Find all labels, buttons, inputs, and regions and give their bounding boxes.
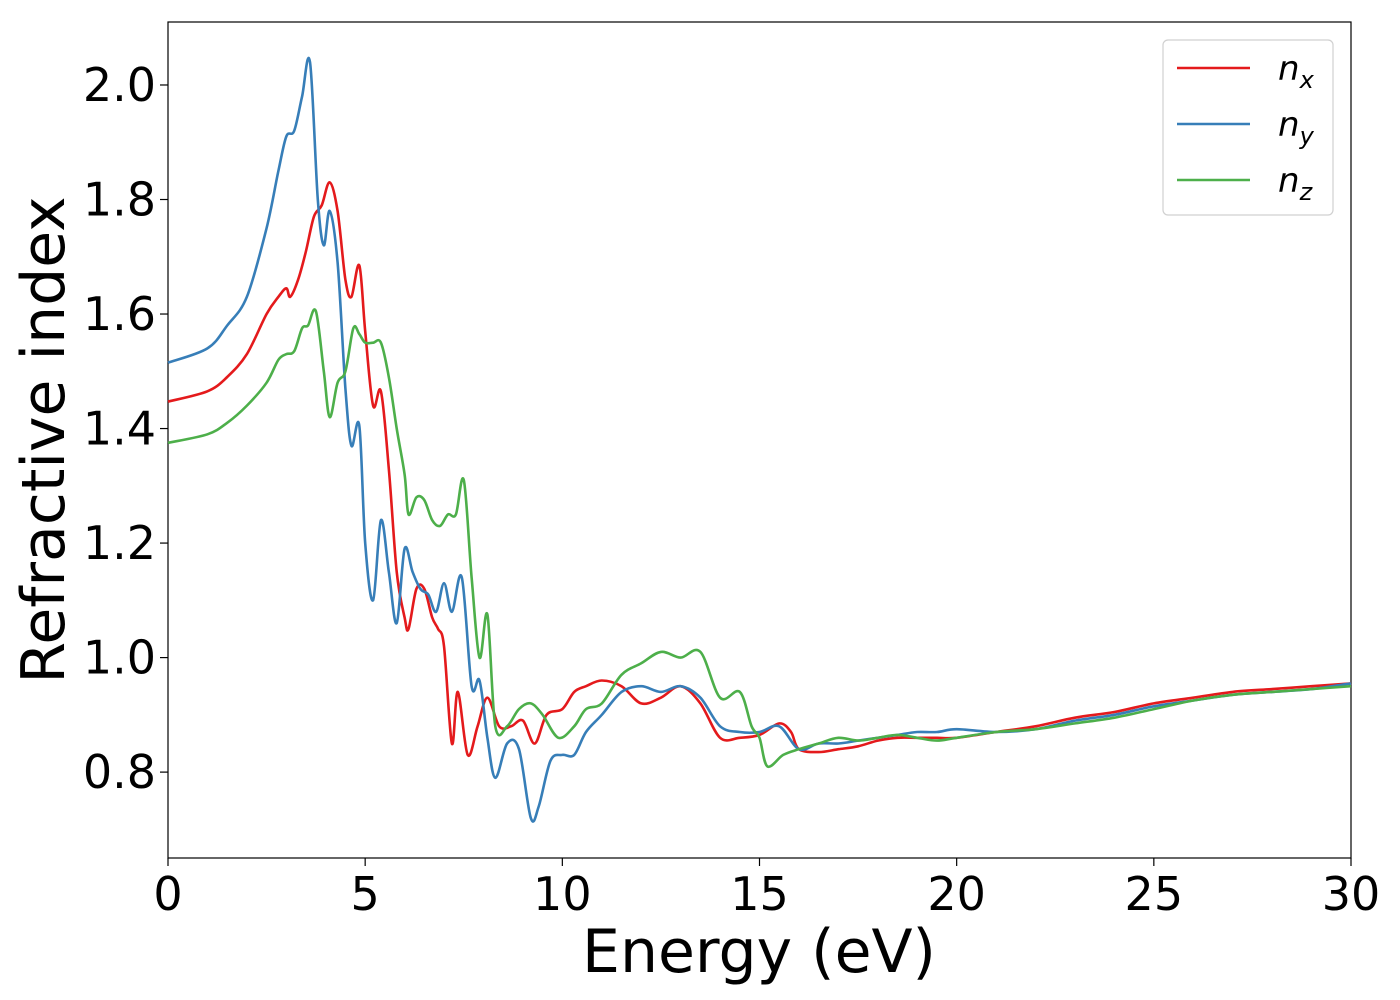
x-tick-label: 30	[1322, 867, 1381, 921]
y-tick-label: 2.0	[83, 58, 156, 112]
x-tick-label: 15	[730, 867, 789, 921]
x-tick-label: 10	[533, 867, 592, 921]
x-tick-label: 5	[351, 867, 380, 921]
x-axis-title: Energy (eV)	[582, 917, 936, 987]
legend-label-ny: ny	[1278, 105, 1315, 150]
series-layer	[167, 56, 1352, 823]
legend-label-nx: nx	[1278, 49, 1315, 94]
x-tick-label: 25	[1125, 867, 1184, 921]
legend-frame	[1162, 39, 1334, 216]
series-line-nz	[167, 308, 1352, 769]
legend: nx ny nz	[1162, 39, 1334, 216]
y-axis-title: Refractive index	[9, 196, 79, 683]
y-tick-label: 0.8	[83, 745, 156, 799]
y-tick-label: 1.4	[83, 402, 156, 456]
legend-label-nz: nz	[1278, 161, 1314, 206]
y-tick-label: 1.0	[83, 631, 156, 685]
y-axis: 0.8 1.0 1.2 1.4 1.6 1.8 2.0	[83, 58, 168, 799]
x-axis: 0 5 10 15 20 25 30	[153, 858, 1380, 921]
y-tick-label: 1.8	[83, 173, 156, 227]
series-line-ny	[167, 56, 1352, 823]
x-tick-label: 20	[927, 867, 986, 921]
series-line-nx	[167, 180, 1352, 758]
x-tick-label: 0	[153, 867, 182, 921]
y-tick-label: 1.2	[83, 516, 156, 570]
y-tick-label: 1.6	[83, 287, 156, 341]
